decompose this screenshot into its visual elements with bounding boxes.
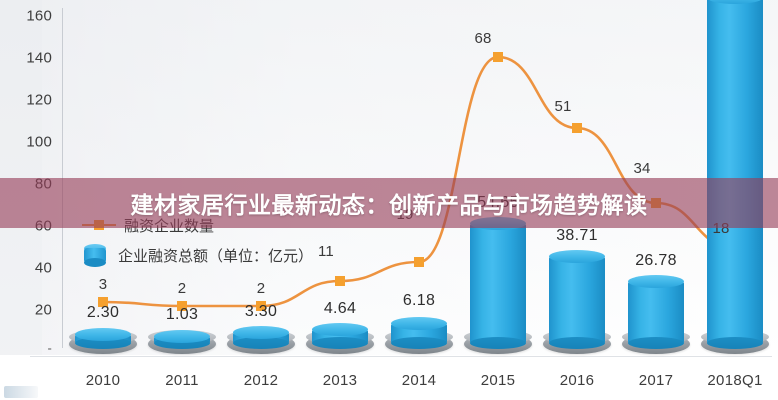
x-axis-tick-label: 2010 (85, 372, 121, 389)
bar-cylinder (305, 323, 375, 354)
plot-panel (0, 0, 778, 355)
bar-cylinder (542, 250, 612, 354)
bar-cylinder (384, 317, 454, 354)
headline-banner: 建材家居行业最新动态：创新产品与市场趋势解读 (0, 178, 778, 228)
corner-watermark (4, 386, 38, 398)
y-axis-tick-label: - (47, 340, 52, 356)
bar-top-cap (391, 317, 447, 330)
legend-label-bar: 企业融资总额（单位：亿元） (118, 247, 314, 265)
line-data-point-marker (98, 297, 108, 307)
bar-top-cap (154, 330, 210, 343)
bar-value-label: 38.71 (556, 227, 598, 244)
x-axis-tick-label: 2018Q1 (707, 372, 763, 389)
bar-body (628, 282, 684, 343)
bar-bottom-cap (707, 337, 763, 349)
bar-cylinder (700, 0, 770, 354)
x-axis-tick-label: 2015 (480, 372, 516, 389)
bar-value-label: 6.18 (402, 292, 436, 309)
bar-value-label: 2.30 (86, 304, 120, 321)
plot-area: 2.301.033.304.646.1854.6538.7126.7832211… (63, 0, 778, 354)
y-axis-tick-label: 40 (34, 259, 52, 277)
line-value-label: 3 (98, 276, 108, 293)
bar-value-label: 4.64 (323, 300, 357, 317)
bar-body (707, 0, 763, 343)
bar-bottom-cap (391, 337, 447, 349)
y-axis-tick-label: 100 (26, 133, 52, 151)
line-data-point-marker (414, 257, 424, 267)
bar-top-cap (233, 326, 289, 339)
line-value-label: 34 (633, 160, 651, 177)
bar-top-cap (628, 275, 684, 288)
bar-cylinder (226, 326, 296, 354)
bar-bottom-cap (233, 337, 289, 349)
legend-item-bar: 企业融资总额（单位：亿元） (82, 243, 314, 267)
x-axis-baseline (30, 356, 772, 357)
bar-cylinder (621, 275, 691, 354)
y-axis-tick-label: 120 (26, 91, 52, 109)
headline-text: 建材家居行业最新动态：创新产品与市场趋势解读 (130, 193, 648, 219)
bar-cylinder (147, 330, 217, 354)
x-axis-tick-label: 2017 (638, 372, 674, 389)
bar-value-label: 3.30 (244, 303, 278, 320)
bar-body (470, 224, 526, 343)
bar-cylinder (463, 217, 533, 354)
x-axis-tick-label: 2012 (243, 372, 279, 389)
bar-series-marker-icon (82, 244, 108, 267)
line-value-label: 51 (554, 98, 572, 115)
x-axis-tick-label: 2013 (322, 372, 358, 389)
bar-cylinder (68, 328, 138, 354)
line-data-point-marker (572, 123, 582, 133)
line-data-point-marker (177, 301, 187, 311)
y-axis-tick-label: 160 (26, 7, 52, 25)
line-value-label: 68 (474, 30, 492, 47)
bar-bottom-cap (470, 337, 526, 349)
bar-bottom-cap (628, 337, 684, 349)
bar-top-cap (312, 323, 368, 336)
bar-body (549, 257, 605, 343)
line-value-label: 11 (318, 243, 334, 260)
bar-top-cap (75, 328, 131, 341)
bar-bottom-cap (549, 337, 605, 349)
y-axis-tick-label: 20 (34, 301, 52, 319)
x-axis-tick-label: 2014 (401, 372, 437, 389)
line-data-point-marker (335, 276, 345, 286)
x-axis-tick-label: 2011 (165, 372, 199, 389)
x-axis-tick-label: 2016 (559, 372, 595, 389)
line-data-point-marker (493, 52, 503, 62)
bar-top-cap (707, 0, 763, 4)
line-value-label: 2 (256, 280, 266, 297)
bar-bottom-cap (312, 337, 368, 349)
bar-value-label: 26.78 (635, 252, 677, 269)
bar-value-label: 1.03 (165, 306, 199, 323)
y-axis: 16014012010080604020- (0, 0, 62, 356)
line-value-label: 2 (177, 280, 187, 297)
x-axis: 2010 2011 2012 2013 2014 2015 2016 2017 2018Q1 (63, 358, 778, 400)
y-axis-tick-label: 140 (26, 49, 52, 67)
line-data-point-marker (256, 301, 266, 311)
bar-top-cap (549, 250, 605, 263)
